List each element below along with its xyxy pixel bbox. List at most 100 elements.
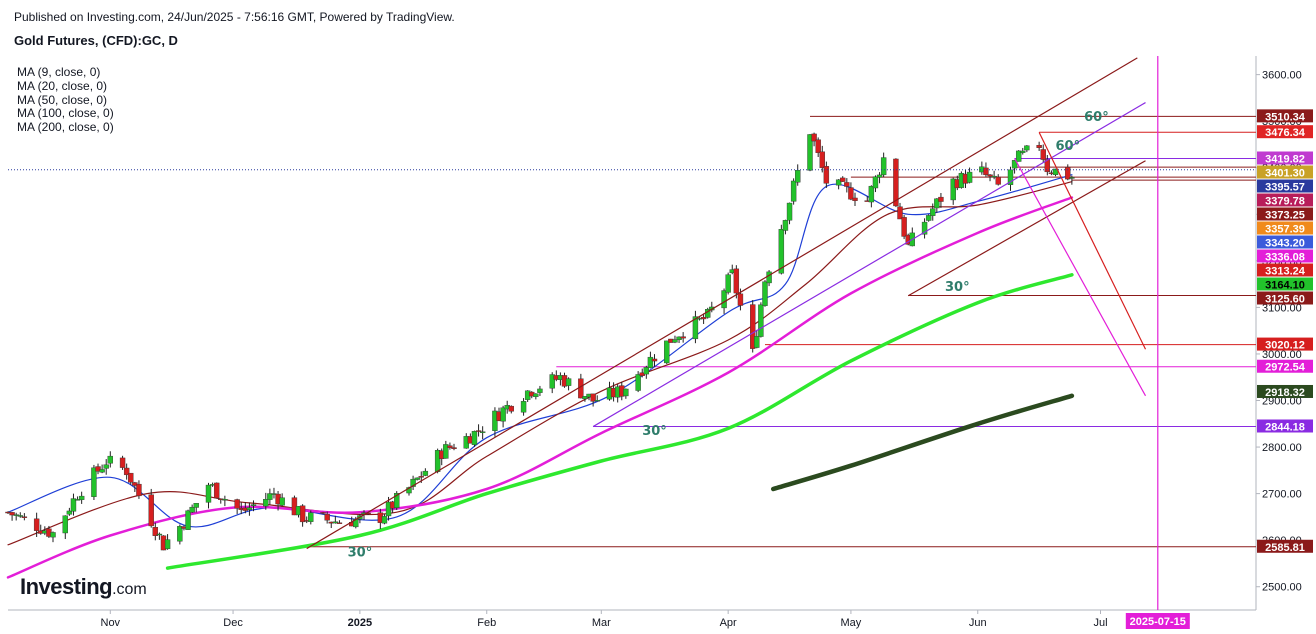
angle-label: 60° bbox=[1056, 139, 1081, 154]
candle-body bbox=[901, 217, 907, 237]
legend-ma50[interactable]: MA (50, close, 0) bbox=[17, 92, 108, 107]
candle-body bbox=[471, 430, 478, 446]
candle-body bbox=[762, 281, 768, 306]
price-tag bbox=[1257, 193, 1313, 207]
candle-body bbox=[848, 187, 854, 200]
y-tick-label: 2800.00 bbox=[1262, 442, 1302, 454]
price-tag bbox=[1257, 277, 1313, 291]
candle-body bbox=[635, 374, 641, 391]
price-tag-label: 3336.08 bbox=[1265, 252, 1305, 264]
candle-body bbox=[549, 374, 555, 389]
price-tag bbox=[1257, 179, 1313, 193]
price-tag bbox=[1257, 235, 1313, 249]
angle-label: 30° bbox=[945, 280, 970, 295]
candle-body bbox=[876, 174, 883, 178]
y-tick-label: 2500.00 bbox=[1262, 582, 1302, 594]
candle-body bbox=[148, 494, 154, 527]
candle-body bbox=[950, 178, 956, 201]
candle-body bbox=[9, 512, 15, 516]
y-tick-label: 3100.00 bbox=[1262, 302, 1302, 314]
candle-body bbox=[995, 176, 1001, 185]
candle-body bbox=[1069, 177, 1075, 179]
price-tag bbox=[1257, 109, 1313, 123]
price-tag bbox=[1257, 419, 1313, 433]
price-tag-label: 3419.82 bbox=[1265, 154, 1305, 166]
candlesticks bbox=[5, 132, 1075, 551]
price-tag bbox=[1257, 359, 1313, 373]
price-tag bbox=[1257, 165, 1313, 179]
candle-body bbox=[62, 515, 68, 534]
candle-body bbox=[320, 512, 326, 514]
price-tag-label: 2585.81 bbox=[1265, 542, 1305, 554]
date-marker: 2025-07-15 bbox=[1125, 56, 1190, 629]
candle-body bbox=[422, 470, 429, 476]
candle-body bbox=[123, 467, 130, 476]
candle-body bbox=[91, 467, 97, 497]
x-tick-label: Mar bbox=[592, 617, 611, 629]
candle-body bbox=[778, 229, 785, 274]
candle-body bbox=[590, 393, 596, 402]
candle-body bbox=[790, 180, 797, 202]
candle-body bbox=[119, 457, 126, 468]
ma-line-ma100 bbox=[165, 273, 1074, 570]
legend-ma20[interactable]: MA (20, close, 0) bbox=[17, 78, 108, 93]
trend-line bbox=[306, 57, 1138, 550]
y-tick-label: 3000.00 bbox=[1262, 349, 1302, 361]
candle-body bbox=[921, 221, 928, 235]
price-tag-label: 3476.34 bbox=[1265, 127, 1306, 139]
candle-body bbox=[844, 182, 850, 187]
candle-body bbox=[1015, 150, 1022, 162]
angle-label: 30° bbox=[348, 545, 373, 560]
candle-body bbox=[443, 444, 449, 459]
candle-body bbox=[991, 175, 997, 178]
trend-lines[interactable] bbox=[306, 57, 1147, 550]
candle-body bbox=[299, 505, 306, 523]
candle-body bbox=[475, 430, 482, 432]
legend-ma9[interactable]: MA (9, close, 0) bbox=[17, 65, 101, 79]
x-axis-ticks: Nov Dec 2025 Feb Mar Apr May Jun Jul bbox=[101, 610, 1108, 629]
candle-body bbox=[78, 495, 85, 500]
candle-body bbox=[795, 170, 801, 183]
price-tag-label: 2844.18 bbox=[1265, 421, 1305, 433]
price-tag bbox=[1257, 291, 1313, 305]
candle-body bbox=[664, 340, 670, 364]
candle-body bbox=[1036, 145, 1042, 148]
investing-logo: Investing.com bbox=[20, 574, 147, 600]
ma-line-ma20 bbox=[7, 181, 1073, 546]
candle-body bbox=[500, 407, 506, 422]
candle-body bbox=[766, 271, 772, 284]
candle-body bbox=[692, 316, 699, 340]
price-tag-label: 3395.57 bbox=[1265, 182, 1305, 194]
candle-body bbox=[332, 521, 339, 524]
y-tick-label: 2900.00 bbox=[1262, 396, 1302, 408]
candle-body bbox=[177, 526, 183, 542]
candle-body bbox=[520, 401, 527, 413]
candle-body bbox=[447, 445, 453, 448]
price-tag bbox=[1257, 221, 1313, 235]
published-note: Published on Investing.com, 24/Jun/2025 … bbox=[14, 10, 455, 24]
y-axis-ticks: 2500.002600.002700.002800.002900.003000.… bbox=[1256, 70, 1302, 594]
price-tag-label: 3125.60 bbox=[1265, 294, 1305, 306]
candle-body bbox=[925, 215, 932, 221]
candle-body bbox=[152, 527, 159, 536]
candle-body bbox=[725, 274, 731, 293]
x-tick-label: Jun bbox=[969, 617, 987, 629]
candle-body bbox=[852, 197, 858, 201]
legend-ma200[interactable]: MA (200, close, 0) bbox=[17, 120, 114, 135]
legend-ma100[interactable]: MA (100, close, 0) bbox=[17, 106, 114, 121]
candle-body bbox=[213, 482, 220, 499]
price-tag-label: 3379.78 bbox=[1265, 196, 1305, 208]
candle-body bbox=[786, 202, 793, 221]
candle-body bbox=[394, 493, 400, 509]
x-tick-label: 2025 bbox=[348, 617, 372, 629]
candle-body bbox=[156, 533, 163, 536]
candle-body bbox=[815, 139, 821, 153]
candle-body bbox=[819, 151, 825, 168]
price-tag-label: 3510.34 bbox=[1265, 111, 1306, 123]
x-tick-label: Feb bbox=[477, 617, 496, 629]
candle-body bbox=[381, 516, 388, 524]
logo-domain: .com bbox=[112, 581, 147, 598]
candle-body bbox=[451, 447, 457, 450]
candle-body bbox=[737, 293, 744, 306]
